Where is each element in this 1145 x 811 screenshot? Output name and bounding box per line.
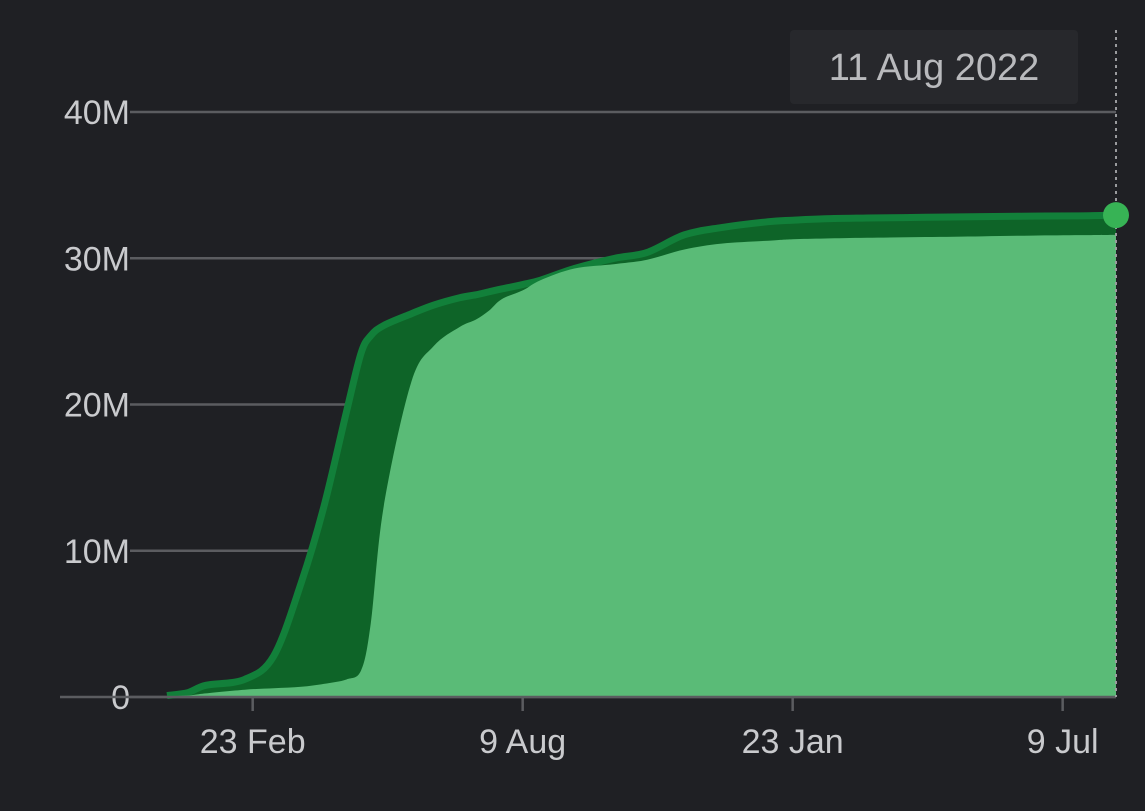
x-tick-label: 9 Jul xyxy=(1027,723,1099,761)
y-tick-label: 40M xyxy=(64,94,130,132)
y-tick-label: 20M xyxy=(64,387,130,425)
x-tick-label: 9 Aug xyxy=(479,723,566,761)
y-tick-label: 30M xyxy=(64,240,130,278)
series-areas xyxy=(166,211,1117,700)
y-tick-label: 10M xyxy=(64,533,130,571)
tooltip-date: 11 Aug 2022 xyxy=(829,47,1040,89)
series-total-line xyxy=(166,211,1117,700)
x-tick-label: 23 Jan xyxy=(742,723,844,761)
tooltip-box xyxy=(790,30,1078,104)
series-second-area xyxy=(167,234,1116,697)
hover-tooltip: 11 Aug 2022 xyxy=(790,30,1129,697)
x-tick-label: 23 Feb xyxy=(200,723,306,761)
hover-point-marker xyxy=(1103,202,1129,229)
